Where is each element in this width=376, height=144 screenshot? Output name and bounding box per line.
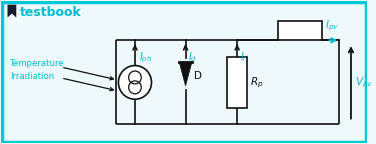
Text: testbook: testbook	[20, 6, 82, 19]
Bar	[278, 20, 322, 40]
Text: D: D	[194, 71, 202, 81]
Text: $R_p$: $R_p$	[250, 75, 263, 90]
Text: Temperature
Irradiation: Temperature Irradiation	[11, 59, 65, 81]
Circle shape	[118, 66, 152, 99]
Text: $V_{pv}$: $V_{pv}$	[355, 75, 373, 90]
Text: $I_{d}$: $I_{d}$	[188, 50, 198, 64]
Text: $I_{ph}$: $I_{ph}$	[139, 50, 152, 65]
FancyBboxPatch shape	[2, 2, 365, 142]
Bar	[227, 57, 247, 108]
Text: $I_{r}$: $I_{r}$	[240, 50, 248, 64]
Polygon shape	[179, 62, 192, 86]
Text: $I_{pv}$: $I_{pv}$	[326, 19, 340, 33]
Polygon shape	[8, 5, 16, 18]
